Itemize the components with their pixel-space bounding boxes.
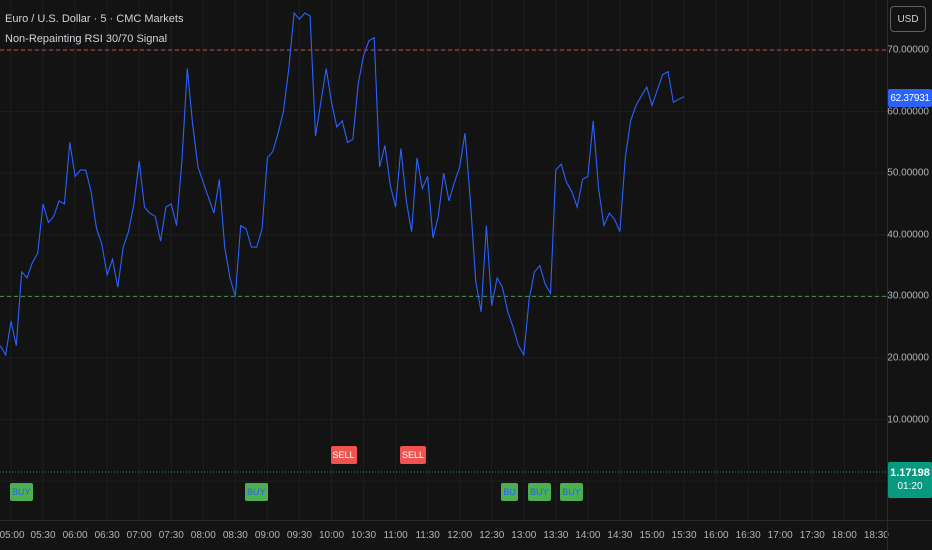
- rsi-series-line: [0, 11, 685, 357]
- x-tick-label: 05:00: [0, 530, 25, 541]
- x-tick-label: 15:00: [639, 530, 665, 541]
- x-tick-label: 10:30: [351, 530, 377, 541]
- bar-countdown: 01:20: [897, 481, 923, 492]
- chart-area[interactable]: Euro / U.S. Dollar · 5 · CMC Markets Non…: [0, 0, 887, 520]
- currency-button[interactable]: USD: [890, 6, 926, 32]
- symbol-title[interactable]: Euro / U.S. Dollar · 5 · CMC Markets: [5, 13, 184, 25]
- x-tick-label: 05:30: [30, 530, 56, 541]
- x-tick-label: 12:00: [447, 530, 473, 541]
- x-tick-label: 10:00: [318, 530, 345, 541]
- y-tick-label: 40.00000: [887, 229, 929, 241]
- x-tick-label: 15:30: [671, 530, 697, 541]
- x-tick-label: 17:00: [767, 530, 793, 541]
- x-tick-label: 07:30: [158, 530, 184, 541]
- buy-signal-marker: BUY: [560, 483, 583, 501]
- current-price: 1.17198: [890, 467, 930, 479]
- price-tag: 1.17198 01:20: [888, 462, 932, 498]
- x-tick-label: 09:00: [254, 530, 280, 541]
- time-axis[interactable]: 05:00 05:30 06:00 06:30 07:00 07:30 08:00 08:30…: [0, 520, 889, 550]
- x-tick-label: 16:00: [703, 530, 729, 541]
- x-tick-label: 09:30: [286, 530, 312, 541]
- rsi-chart-svg[interactable]: [0, 0, 887, 520]
- x-tick-label: 11:00: [383, 530, 408, 541]
- buy-signal-marker: BUY: [10, 483, 33, 501]
- x-tick-label: 13:30: [543, 530, 569, 541]
- y-tick-label: 70.00000: [887, 44, 929, 56]
- buy-signal-marker: BUY: [528, 483, 551, 501]
- x-tick-label: 13:00: [511, 530, 537, 541]
- x-tick-label: 08:00: [190, 530, 216, 541]
- buy-signal-marker: BU: [501, 483, 518, 501]
- sell-signal-marker: SELL: [330, 446, 357, 464]
- y-tick-label: 20.00000: [887, 352, 929, 364]
- price-axis[interactable]: 70.00000 60.00000 50.00000 40.00000 30.00000…: [887, 0, 932, 520]
- rsi-value-tag: 62.37931: [888, 89, 932, 107]
- y-tick-label: 30.00000: [887, 290, 929, 302]
- x-tick-label: 16:30: [735, 530, 761, 541]
- x-tick-label: 06:00: [62, 530, 88, 541]
- x-tick-label: 14:30: [607, 530, 633, 541]
- y-tick-label: 10.00000: [887, 414, 929, 426]
- x-tick-label: 18:30: [863, 530, 889, 541]
- y-tick-label: 60.00000: [887, 106, 929, 118]
- x-tick-label: 12:30: [479, 530, 505, 541]
- x-tick-label: 17:30: [799, 530, 825, 541]
- indicator-title[interactable]: Non-Repainting RSI 30/70 Signal: [5, 33, 168, 45]
- buy-signal-marker: BUY: [245, 483, 268, 501]
- sell-signal-marker: SELL: [399, 446, 426, 464]
- x-tick-label: 11:30: [415, 530, 440, 541]
- x-tick-label: 06:30: [94, 530, 120, 541]
- y-tick-label: 50.00000: [887, 167, 929, 179]
- x-tick-label: 08:30: [222, 530, 248, 541]
- x-tick-label: 18:00: [831, 530, 857, 541]
- x-tick-label: 07:00: [126, 530, 152, 541]
- axis-corner: [887, 520, 932, 550]
- x-tick-label: 14:00: [575, 530, 601, 541]
